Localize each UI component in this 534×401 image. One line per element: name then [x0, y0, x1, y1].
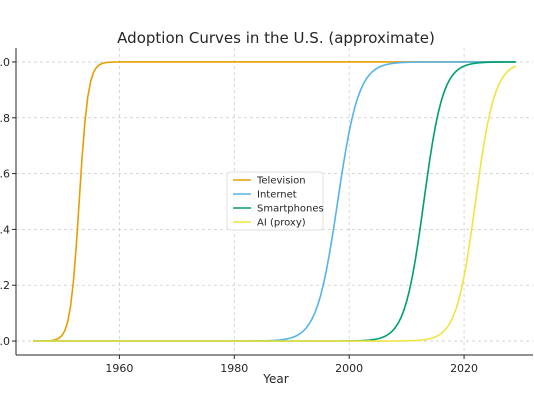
series-line-ai-proxy: [33, 65, 517, 342]
y-tick-label: 0.2: [0, 279, 10, 292]
y-tick-label: 1.0: [0, 56, 10, 69]
chart-title: Adoption Curves in the U.S. (approximate…: [117, 29, 435, 47]
y-tick-label: 0.0: [0, 335, 10, 348]
x-tick-label: 2020: [450, 362, 478, 375]
y-tick-label: 0.4: [0, 223, 10, 236]
tick-labels: 1960 1980 2000 2020 0.0 0.2 0.4 0.6 0.8 1.0: [0, 56, 478, 375]
legend-label: Internet: [257, 190, 297, 201]
x-axis-label: Year: [262, 372, 288, 386]
legend-label: Television: [256, 176, 306, 187]
x-tick-label: 1960: [105, 362, 133, 375]
legend-box: [226, 171, 324, 231]
series-lines: [33, 61, 517, 342]
legend-label: Smartphones: [257, 204, 324, 215]
x-tick-label: 2000: [335, 362, 363, 375]
y-tick-label: 0.8: [0, 112, 10, 125]
axes: [12, 48, 533, 359]
x-tick-label: 1980: [220, 362, 248, 375]
legend-label: AI (proxy): [257, 218, 306, 229]
legend: Television Internet Smartphones AI (proxy): [226, 171, 324, 231]
y-tick-label: 0.6: [0, 168, 10, 181]
